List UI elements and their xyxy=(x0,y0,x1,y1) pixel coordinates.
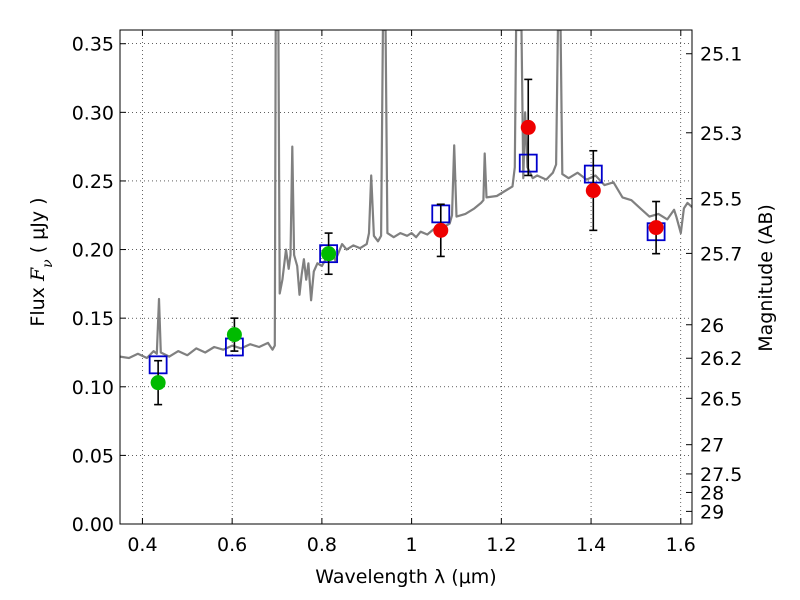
right-axis-label: Magnitude (AB) xyxy=(755,204,777,352)
y-tick-label: 0.30 xyxy=(72,102,114,124)
y-tick-label: 0.25 xyxy=(72,171,114,193)
model-spectrum-line xyxy=(120,30,692,360)
x-tick-label: 0.8 xyxy=(307,534,337,556)
observed-photometry-point xyxy=(648,220,664,236)
right-tick-label: 27 xyxy=(700,435,724,457)
y-axis-label-text: Flux xyxy=(27,281,49,327)
plot-data xyxy=(120,30,692,406)
right-tick-label: 26 xyxy=(700,315,724,337)
y-tick-label: 0.05 xyxy=(72,445,114,467)
right-tick-label: 25.1 xyxy=(700,44,742,66)
x-axis-label: Wavelength λ (μm) xyxy=(315,566,496,588)
observed-photometry-point xyxy=(520,119,536,135)
y-axis-label-symbol: F xyxy=(27,267,49,282)
y-tick-label: 0.35 xyxy=(72,34,114,56)
y-tick-label: 0.15 xyxy=(72,308,114,330)
y-axis-label: Flux Fν ( μJy ) xyxy=(27,197,56,326)
observed-photometry-point xyxy=(433,222,449,238)
y-axis-label-text: ( μJy ) xyxy=(27,197,49,259)
right-tick-label: 27.5 xyxy=(700,464,742,486)
right-tick-label: 29 xyxy=(700,501,724,523)
right-tick-label: 26.5 xyxy=(700,388,742,410)
x-tick-label: 1.2 xyxy=(486,534,516,556)
y-tick-label: 0.00 xyxy=(72,514,114,536)
observed-photometry-point xyxy=(321,246,337,262)
x-tick-label: 1.4 xyxy=(576,534,606,556)
plot-frame xyxy=(119,29,693,525)
observed-photometry-point xyxy=(585,183,601,199)
y-tick-label: 0.10 xyxy=(72,377,114,399)
y-axis-label-symbol: ν xyxy=(40,259,56,268)
observed-photometry-point xyxy=(150,375,166,391)
right-tick-label: 26.2 xyxy=(700,348,742,370)
axis-ticks: 0.4 0.6 0.8 1 1.2 1.4 1.6 0.00 0.05 0.10 0.15 0.20 0… xyxy=(72,30,742,556)
observed-photometry-point xyxy=(226,327,242,343)
x-tick-label: 1 xyxy=(406,534,418,556)
y-tick-label: 0.20 xyxy=(72,240,114,262)
right-tick-label: 25.3 xyxy=(700,123,742,145)
right-tick-label: 25.7 xyxy=(700,243,742,265)
x-tick-label: 0.4 xyxy=(127,534,157,556)
x-tick-label: 1.6 xyxy=(666,534,696,556)
right-tick-label: 28 xyxy=(700,482,724,504)
right-tick-label: 25.5 xyxy=(700,189,742,211)
x-tick-label: 0.6 xyxy=(217,534,247,556)
